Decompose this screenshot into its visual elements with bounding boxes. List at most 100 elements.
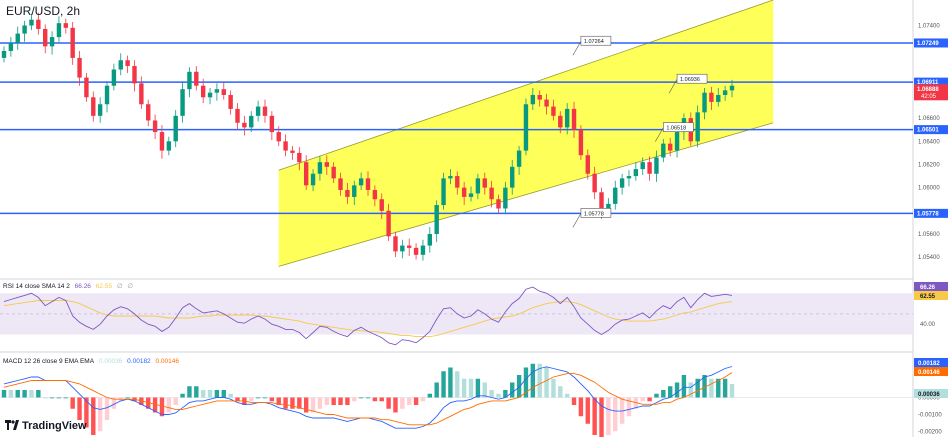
macd-histogram-bar — [537, 363, 542, 398]
candle-body — [91, 97, 96, 116]
candle-body — [544, 99, 549, 107]
macd-label: MACD 12 26 close 9 EMA EMA — [3, 358, 95, 365]
candle-body — [455, 176, 460, 188]
macd-histogram-bar — [15, 390, 20, 398]
macd-histogram-bar — [1, 390, 7, 398]
macd-histogram-bar — [276, 397, 281, 405]
macd-histogram-bar — [97, 397, 103, 432]
candle-body — [262, 106, 268, 116]
candle-body — [194, 71, 199, 86]
macd-value-1: 0.00036 — [98, 358, 123, 365]
macd-histogram-bar — [606, 397, 611, 435]
macd-histogram-bar — [496, 393, 501, 398]
candle-body — [537, 94, 542, 100]
macd-histogram-bar — [523, 367, 529, 398]
macd-histogram-bar — [56, 397, 62, 399]
macd-histogram-bar — [468, 378, 474, 398]
macd-histogram-bar — [695, 378, 700, 398]
macd-histogram-bar — [235, 397, 240, 402]
candle-body — [400, 245, 405, 252]
candle-body — [661, 143, 666, 158]
candle-body — [606, 203, 611, 211]
macd-badge-text-1: 0.00146 — [918, 370, 940, 376]
macd-histogram-bar — [461, 378, 467, 398]
macd-axis-label: -0.00200 — [918, 430, 942, 436]
candle-body — [413, 247, 419, 255]
candle-body — [551, 106, 556, 116]
macd-histogram-bar — [338, 397, 343, 405]
candle-body — [84, 77, 89, 98]
rsi-value-4: ∅ — [127, 283, 133, 290]
macd-histogram-bar — [194, 386, 199, 398]
candle-body — [228, 94, 233, 109]
candle-body — [97, 104, 103, 116]
price-label-text-0: 1.07249 — [917, 41, 939, 47]
annotation-leader-1 — [668, 79, 678, 94]
candle-body — [503, 187, 508, 209]
macd-histogram-bar — [571, 397, 577, 405]
price-label-bg-3 — [914, 125, 948, 135]
candle-body — [516, 150, 522, 167]
annotation-box-3 — [580, 208, 612, 218]
candle-body — [482, 178, 487, 188]
candle-body — [207, 92, 213, 98]
candle-body — [214, 89, 220, 93]
rsi-value-2: 62.55 — [95, 283, 113, 290]
candle-body — [626, 176, 632, 179]
candle-body — [269, 115, 275, 133]
candle-body — [63, 23, 69, 28]
price-tick-label: 1.05600 — [918, 232, 940, 238]
macd-histogram-bar — [159, 397, 165, 417]
macd-histogram-bar — [310, 397, 316, 413]
macd-histogram-bar — [22, 390, 27, 398]
macd-histogram-bar — [599, 397, 604, 437]
rsi-axis-label: 40.00 — [920, 322, 936, 328]
macd-histogram-bar — [420, 397, 426, 402]
candle-body — [716, 94, 721, 102]
macd-histogram-bar — [709, 378, 714, 398]
candle-body — [393, 236, 398, 252]
candle-body — [290, 150, 295, 153]
candle-body — [468, 193, 474, 197]
macd-histogram-bar — [674, 382, 680, 398]
macd-histogram-bar — [613, 397, 618, 432]
candle-body — [317, 162, 323, 174]
macd-histogram-bar — [448, 367, 453, 398]
macd-histogram-bar — [455, 371, 460, 398]
candle-body — [303, 162, 309, 186]
price-tick-label: 1.06400 — [918, 139, 940, 145]
macd-histogram-bar — [551, 378, 556, 398]
macd-histogram-bar — [345, 397, 350, 405]
price-tick-label: 1.06200 — [918, 162, 940, 168]
candle-body — [345, 189, 350, 197]
candle-body — [77, 57, 82, 78]
macd-badge-bg-0 — [914, 358, 948, 367]
macd-histogram-bar — [249, 397, 254, 402]
macd-histogram-bar — [111, 397, 117, 409]
macd-badge-bg-1 — [914, 367, 948, 376]
rsi-badge-2-text: 62.55 — [920, 294, 936, 300]
price-label-bg-1 — [914, 77, 948, 87]
macd-histogram-bar — [166, 397, 172, 413]
price-tick-label: 1.07400 — [918, 23, 940, 29]
rsi-value-3: ∅ — [116, 283, 123, 290]
macd-legend: MACD 12 26 close 9 EMA EMA 0.00036 0.001… — [3, 358, 182, 365]
candle-body — [180, 89, 185, 116]
candle-body — [441, 178, 446, 206]
candle-body — [365, 178, 371, 190]
macd-histogram-bar — [207, 390, 213, 398]
macd-histogram-bar — [146, 397, 151, 409]
candle-body — [523, 104, 529, 151]
candle-body — [407, 245, 412, 248]
macd-histogram-bar — [441, 371, 446, 398]
macd-histogram-bar — [187, 386, 192, 398]
macd-histogram-bar — [654, 393, 659, 398]
candle-body — [571, 108, 577, 130]
macd-histogram-bar — [681, 375, 687, 398]
annotation-leader-0 — [572, 41, 582, 56]
annotation-text-1: 1.06936 — [680, 77, 700, 83]
candle-body — [49, 37, 55, 47]
macd-histogram-bar — [716, 378, 721, 398]
candle-body — [585, 155, 590, 174]
